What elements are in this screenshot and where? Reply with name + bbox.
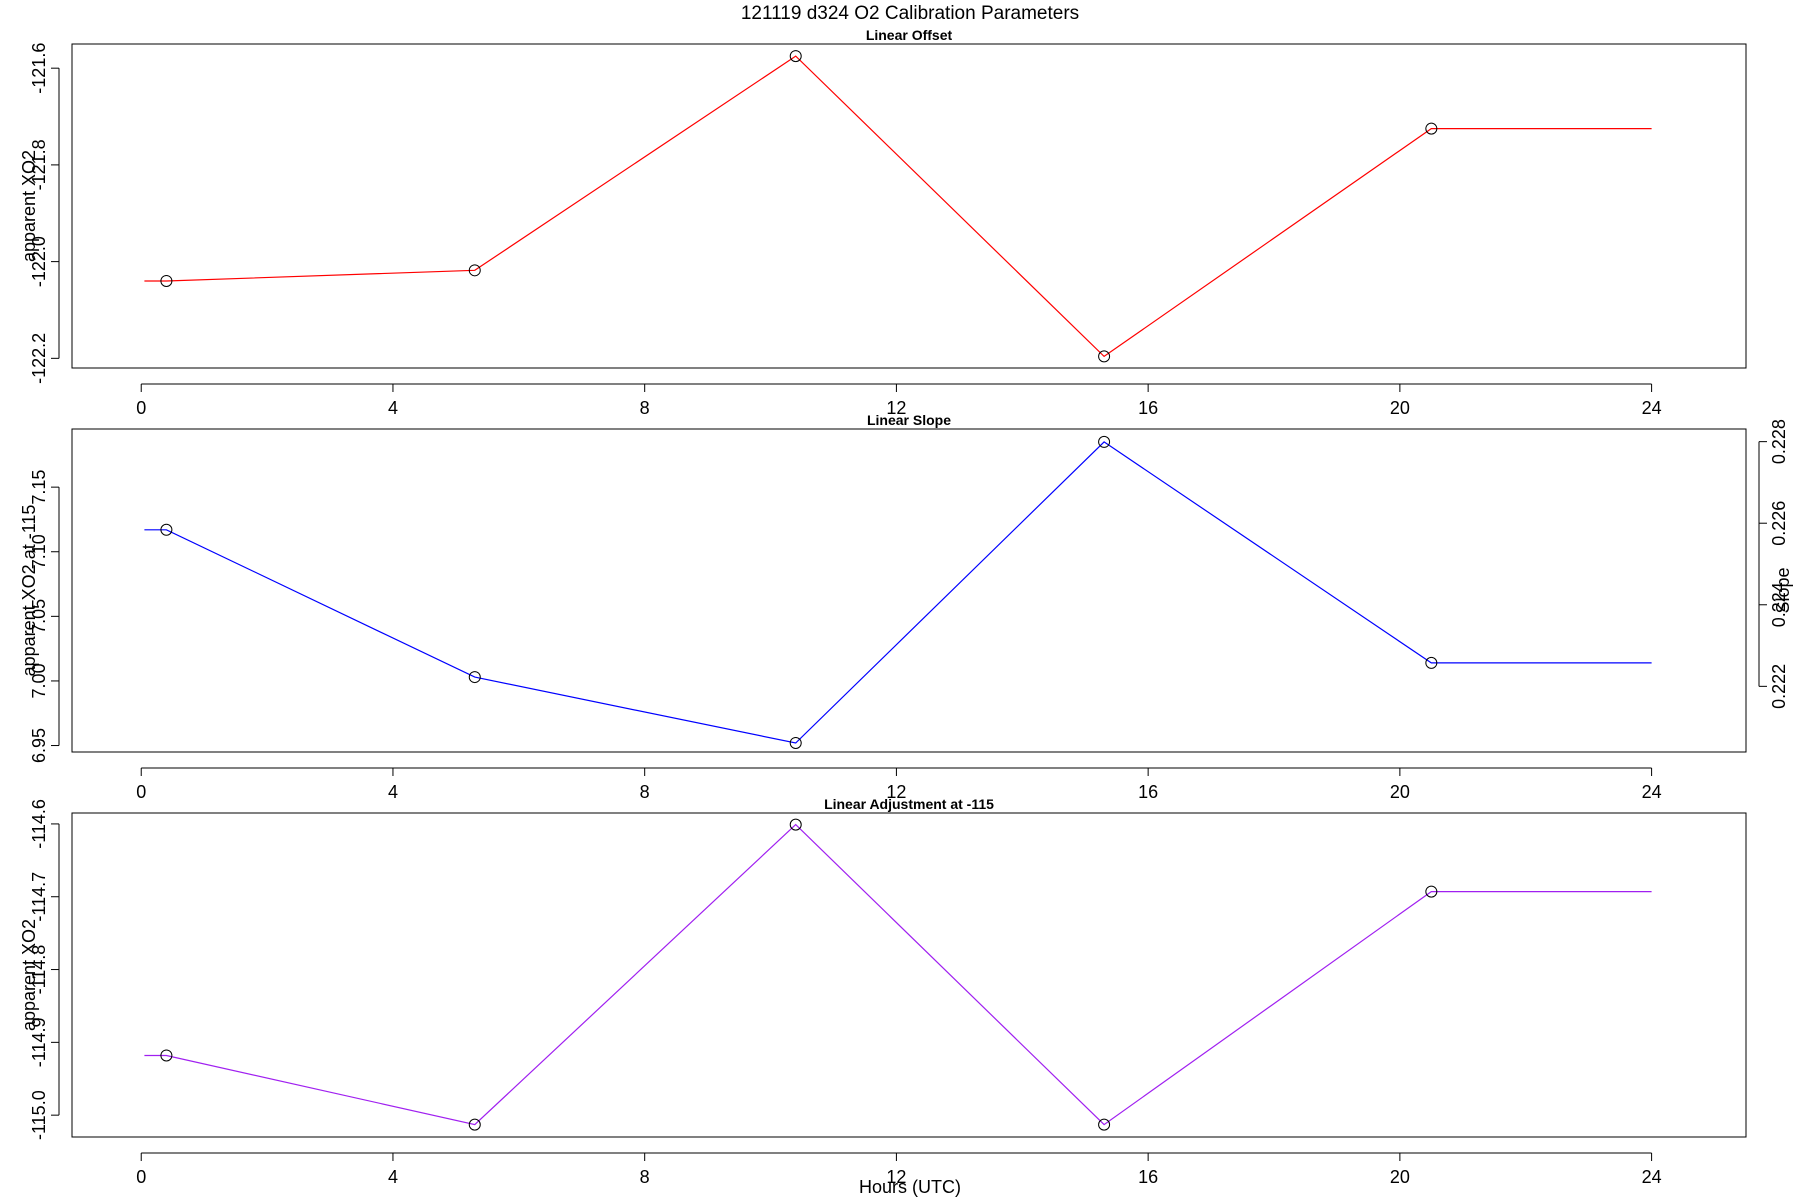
y-tick-label: -122.0 (29, 236, 49, 287)
y-tick-label: 7.10 (29, 534, 49, 569)
x-tick-label: 20 (1390, 398, 1410, 418)
data-point-marker (160, 274, 173, 287)
panel-title: Linear Adjustment at -115 (824, 796, 994, 812)
data-point-marker (468, 671, 481, 684)
x-tick-label: 12 (886, 1167, 906, 1187)
data-point-marker (468, 1118, 481, 1131)
x-tick-label: 24 (1642, 1167, 1662, 1187)
data-point-marker (789, 736, 802, 749)
plot-frame (71, 812, 1747, 1138)
data-point-marker (789, 818, 802, 831)
y2-tick-label: 0.222 (1769, 664, 1789, 709)
x-tick-label: 12 (886, 782, 906, 802)
x-tick-label: 8 (640, 782, 650, 802)
x-tick-label: 0 (136, 782, 146, 802)
y-axis-title: apparent XO2 (19, 150, 39, 262)
series-line (144, 823, 1652, 1126)
data-point-marker (1098, 435, 1111, 448)
x-tick-label: 0 (136, 1167, 146, 1187)
y-tick-label: -122.2 (29, 333, 49, 384)
panel-title: Linear Slope (867, 412, 951, 428)
data-point-marker (1425, 885, 1438, 898)
panel-title: Linear Offset (866, 27, 953, 43)
series-line (144, 55, 1652, 358)
x-tick-label: 16 (1138, 1167, 1158, 1187)
x-tick-label: 16 (1138, 398, 1158, 418)
y-tick-label: -114.6 (29, 799, 49, 849)
y-tick-label: -115.0 (29, 1090, 49, 1140)
x-axis-title: Hours (UTC) (859, 1177, 961, 1197)
y2-tick-label: 0.226 (1769, 501, 1789, 546)
x-tick-label: 8 (640, 398, 650, 418)
x-tick-label: 8 (640, 1167, 650, 1187)
data-point-marker (160, 523, 173, 536)
data-point-marker (1425, 122, 1438, 135)
series-line (144, 441, 1652, 744)
figure-title: 121119 d324 O2 Calibration Parameters (741, 3, 1079, 24)
data-point-marker (468, 264, 481, 277)
y2-tick-label: 0.224 (1769, 582, 1789, 627)
x-tick-label: 16 (1138, 782, 1158, 802)
data-point-marker (1425, 656, 1438, 669)
plot-frame (71, 428, 1747, 753)
data-point-marker (789, 50, 802, 63)
data-point-marker (1098, 350, 1111, 363)
y2-tick-label: 0.228 (1769, 419, 1789, 464)
panels: Linear Offset 0 4 8 12 16 20 24 -122.2 -122.0 -121… (19, 27, 1793, 1187)
y-tick-label: -114.7 (29, 872, 49, 922)
x-tick-label: 20 (1390, 1167, 1410, 1187)
x-tick-label: 4 (388, 782, 398, 802)
y-tick-label: -121.8 (29, 139, 49, 190)
y2-axis-title: Slope (1773, 567, 1793, 613)
y-tick-label: -121.6 (29, 43, 49, 94)
data-point-marker (160, 1049, 173, 1062)
y-tick-label: 6.95 (29, 728, 49, 763)
panel-3: Linear Adjustment at -115 0 4 8 12 16 20 24 -115… (19, 796, 1747, 1187)
y-tick-label: -114.9 (29, 1017, 49, 1067)
x-tick-label: 24 (1642, 782, 1662, 802)
y-axis-title: apparent XO2 at -115 (19, 505, 39, 677)
y-tick-label: -114.8 (29, 945, 49, 995)
x-tick-label: 24 (1642, 398, 1662, 418)
y-tick-label: 7.05 (29, 599, 49, 634)
x-tick-label: 0 (136, 398, 146, 418)
panel-1: Linear Offset 0 4 8 12 16 20 24 -122.2 -122.0 -121… (19, 27, 1747, 418)
x-tick-label: 20 (1390, 782, 1410, 802)
y-tick-label: 7.15 (29, 470, 49, 505)
data-point-marker (1098, 1118, 1111, 1131)
y-axis-title: apparent XO2 (19, 919, 39, 1031)
x-tick-label: 4 (388, 398, 398, 418)
plot-frame (71, 43, 1747, 369)
y-tick-label: 7.00 (29, 663, 49, 698)
panel-2: Linear Slope 0 4 8 12 16 20 24 6.95 7.00 7.05 7.10 7… (19, 412, 1793, 802)
x-tick-label: 12 (886, 398, 906, 418)
x-tick-label: 4 (388, 1167, 398, 1187)
